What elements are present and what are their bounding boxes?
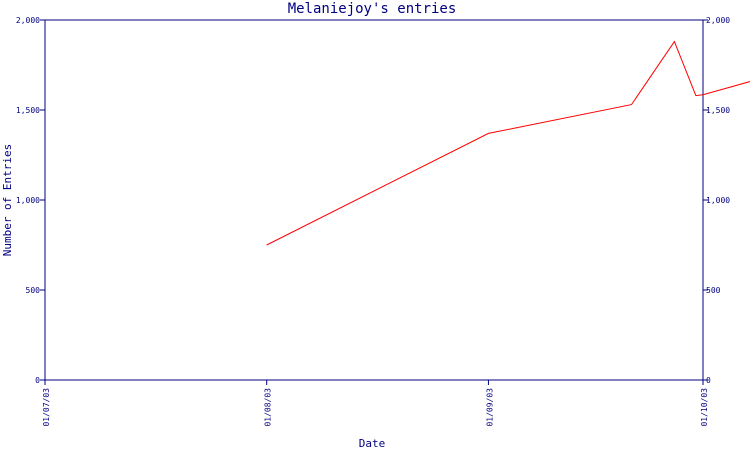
plot-area-border [44,19,704,381]
x-tick-marks [44,380,704,385]
right-y-tick-labels: 0 500 1,000 1,500 2,000 [706,16,730,385]
left-y-tick-marks [40,19,45,381]
right-y-tick-label: 0 [706,376,711,385]
x-tick-label: 01/09/03 [485,388,494,427]
right-y-tick-label: 500 [706,286,721,295]
left-y-tick-label: 0 [35,376,40,385]
x-axis-label: Date [359,437,386,450]
right-y-tick-marks [703,19,708,381]
left-y-tick-label: 1,000 [16,196,40,205]
left-y-tick-label: 500 [26,286,41,295]
x-tick-label: 01/10/03 [700,388,709,427]
right-y-tick-label: 1,500 [706,106,730,115]
left-y-tick-labels: 0 500 1,000 1,500 2,000 [16,16,40,385]
y-axis-label: Number of Entries [1,144,14,257]
x-tick-labels: 01/07/03 01/08/03 01/09/03 01/10/03 [42,388,709,427]
left-y-tick-label: 1,500 [16,106,40,115]
left-y-tick-label: 2,000 [16,16,40,25]
entries-series-line [266,40,750,246]
x-tick-label: 01/08/03 [264,388,273,427]
right-y-tick-label: 1,000 [706,196,730,205]
right-y-tick-label: 2,000 [706,16,730,25]
chart-title: Melaniejoy's entries [288,1,457,17]
x-tick-label: 01/07/03 [42,388,51,427]
